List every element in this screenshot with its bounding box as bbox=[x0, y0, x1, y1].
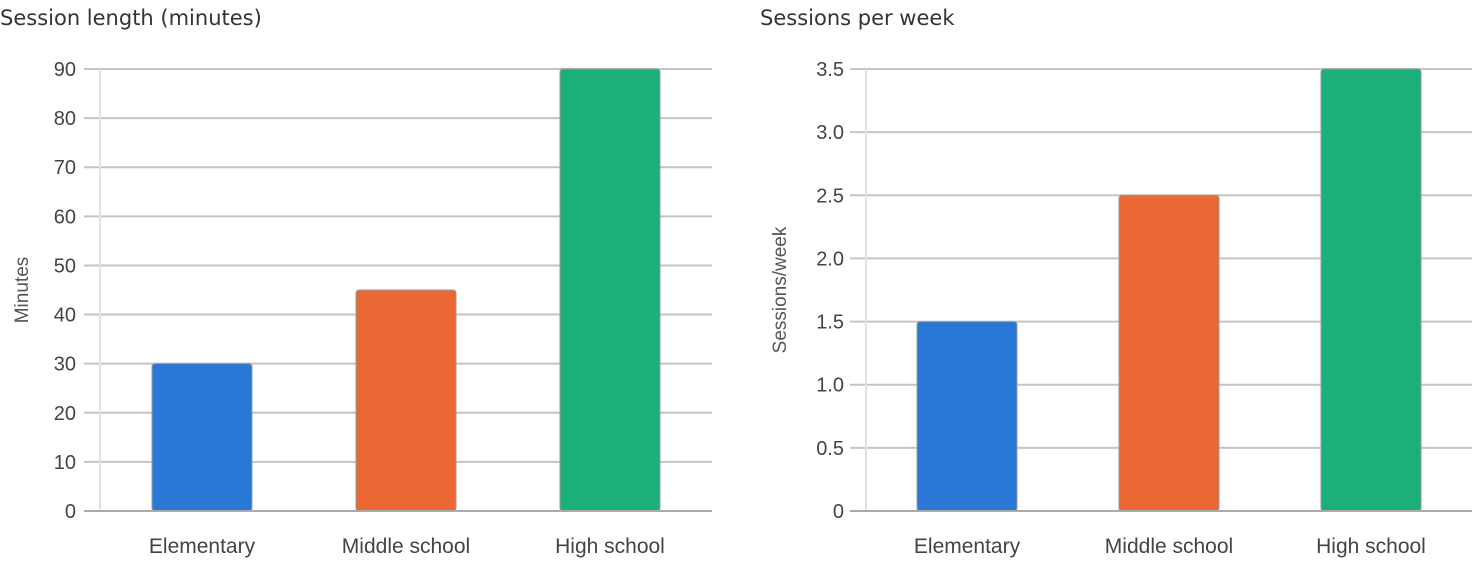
session-length-chart: 0 10 20 30 40 50 60 70 80 90 Minutes Elementary Midd… bbox=[12, 59, 712, 558]
bar-middle-school bbox=[355, 289, 457, 512]
bar-high-school bbox=[559, 68, 661, 512]
y-tick-label: 1.0 bbox=[816, 375, 844, 397]
y-tick-label: 60 bbox=[54, 206, 76, 228]
y-axis-label: Minutes bbox=[12, 257, 33, 324]
bar-middle-school bbox=[1118, 194, 1220, 512]
x-tick-label: High school bbox=[1316, 535, 1426, 558]
y-tick-label: 3.5 bbox=[816, 59, 844, 81]
sessions-per-week-chart: 0 0.5 1.0 1.5 2.0 2.5 3.0 3.5 Sessions/week Eleme… bbox=[770, 59, 1472, 558]
y-tick-label: 0.5 bbox=[816, 438, 844, 460]
y-tick-label: 10 bbox=[54, 452, 76, 474]
y-tick-label: 0 bbox=[65, 501, 76, 523]
y-tick-label: 70 bbox=[54, 157, 76, 179]
chart-title-session-length: Session length (minutes) bbox=[0, 6, 262, 30]
y-tick-label: 40 bbox=[54, 305, 76, 327]
y-tick-label: 80 bbox=[54, 108, 76, 130]
y-tick-label: 3.0 bbox=[816, 122, 844, 144]
x-tick-label: Elementary bbox=[149, 535, 256, 558]
y-tick-label: 1.5 bbox=[816, 312, 844, 334]
chart-title-sessions-per-week: Sessions per week bbox=[760, 6, 955, 30]
bar-elementary bbox=[151, 363, 253, 512]
y-tick-label: 0 bbox=[833, 501, 844, 523]
bar-high-school bbox=[1320, 68, 1422, 512]
bar-elementary bbox=[916, 321, 1018, 512]
x-tick-label: Elementary bbox=[914, 535, 1021, 558]
y-axis-label: Sessions/week bbox=[770, 226, 791, 353]
x-tick-label: High school bbox=[555, 535, 665, 558]
y-tick-label: 2.5 bbox=[816, 185, 844, 207]
y-tick-label: 20 bbox=[54, 403, 76, 425]
y-tick-label: 90 bbox=[54, 59, 76, 81]
y-tick-label: 2.0 bbox=[816, 248, 844, 270]
y-tick-label: 50 bbox=[54, 255, 76, 277]
y-tick-label: 30 bbox=[54, 354, 76, 376]
x-tick-label: Middle school bbox=[1105, 535, 1233, 558]
x-tick-label: Middle school bbox=[342, 535, 470, 558]
